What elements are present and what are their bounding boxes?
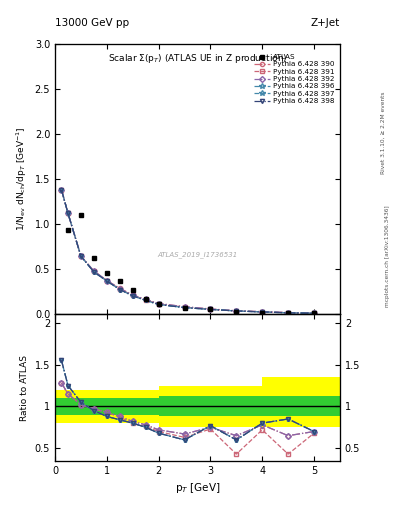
Legend: ATLAS, Pythia 6.428 390, Pythia 6.428 391, Pythia 6.428 392, Pythia 6.428 396, P: ATLAS, Pythia 6.428 390, Pythia 6.428 39… xyxy=(252,53,336,105)
Y-axis label: 1/N$_{\mathsf{ev}}$ dN$_{\mathsf{ch}}$/dp$_T$ [GeV$^{-1}$]: 1/N$_{\mathsf{ev}}$ dN$_{\mathsf{ch}}$/d… xyxy=(15,126,29,231)
Text: Scalar $\Sigma$(p$_T$) (ATLAS UE in Z production): Scalar $\Sigma$(p$_T$) (ATLAS UE in Z pr… xyxy=(108,52,287,65)
Text: Rivet 3.1.10, ≥ 2.2M events: Rivet 3.1.10, ≥ 2.2M events xyxy=(381,92,386,175)
Text: Z+Jet: Z+Jet xyxy=(311,18,340,28)
Text: 13000 GeV pp: 13000 GeV pp xyxy=(55,18,129,28)
Y-axis label: Ratio to ATLAS: Ratio to ATLAS xyxy=(20,355,29,420)
X-axis label: p$_{T}$ [GeV]: p$_{T}$ [GeV] xyxy=(175,481,220,495)
Text: mcplots.cern.ch [arXiv:1306.3436]: mcplots.cern.ch [arXiv:1306.3436] xyxy=(385,205,389,307)
Text: ATLAS_2019_I1736531: ATLAS_2019_I1736531 xyxy=(157,251,238,258)
